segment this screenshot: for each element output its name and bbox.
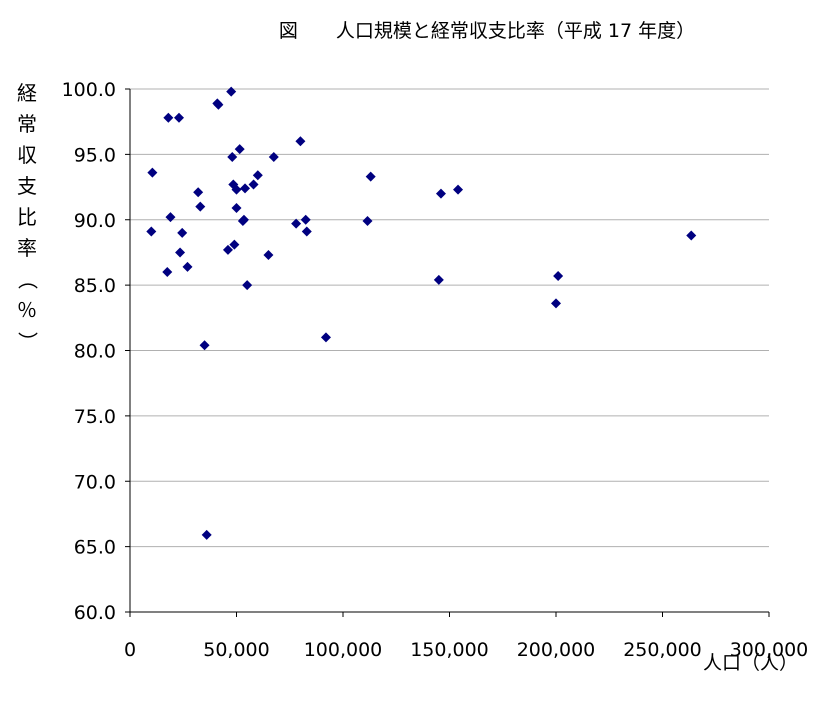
data-point [295,136,306,147]
data-point [182,261,193,272]
data-point [199,340,210,351]
data-point [362,216,373,227]
tick-labels: 60.0 65.0 70.0 75.0 80.0 85.0 90.0 95.0 100.0 0 50… [62,79,809,661]
y-axis-label-char: 常 [17,112,37,136]
data-point [165,212,176,223]
data-point [231,202,242,213]
x-tick-label: 200,000 [517,639,596,661]
data-point [147,167,158,178]
data-point [320,332,331,343]
x-tick-label: 0 [124,639,136,661]
data-point [248,179,259,190]
data-point [227,151,238,162]
y-tick-label: 90.0 [74,210,116,232]
y-axis-label-char: ％ [17,298,37,322]
y-tick-label: 100.0 [62,79,116,101]
axes [125,88,770,617]
data-point [263,250,274,261]
data-point [234,144,245,155]
y-tick-label: 60.0 [74,602,116,624]
data-point [201,529,212,540]
data-point [222,244,233,255]
y-axis-label-char: 支 [17,174,37,198]
data-point [195,201,206,212]
y-axis-label-char: 率 [17,236,37,260]
data-point [238,214,249,225]
data-points [146,86,697,540]
x-tick-label: 150,000 [410,639,489,661]
y-axis-label-char: 経 [17,81,37,105]
data-point [551,298,561,309]
data-point [175,247,186,258]
chart-title-text: 図 人口規模と経常収支比率（平成 17 年度） [278,20,696,42]
y-axis-label-char: （ [15,269,40,290]
data-point [162,267,173,278]
y-tick-label: 95.0 [74,144,116,166]
y-axis-label-char: 収 [17,143,37,167]
grid-lines [130,88,769,548]
data-point [177,227,188,238]
data-point [300,214,311,225]
data-point [240,183,251,194]
x-tick-label: 50,000 [203,639,269,661]
x-axis-label: 人口（人） [703,648,798,675]
y-axis-label: 経常収支比率 （ ％ ） [14,78,40,357]
y-axis-label-char: ） [15,331,40,352]
chart-title: 図 人口規模と経常収支比率（平成 17 年度） [0,16,814,43]
y-tick-label: 80.0 [74,341,116,363]
x-axis-label-text: 人口（人） [702,652,798,674]
y-tick-label: 65.0 [74,537,116,559]
x-tick-label: 250,000 [623,639,702,661]
data-point [242,280,253,291]
y-axis-label-char: 比 [17,205,37,229]
data-point [365,171,376,182]
data-point [213,99,224,110]
data-point [453,184,464,195]
data-point [252,170,263,181]
data-point [193,187,204,198]
data-point [553,270,564,281]
y-tick-label: 85.0 [74,275,116,297]
data-point [229,239,240,250]
x-tick-label: 300,000 [730,639,809,661]
data-point [163,112,174,123]
data-point [173,112,184,123]
data-point [433,274,444,285]
data-point [686,230,697,241]
data-point [291,218,302,229]
data-point [435,188,446,199]
data-point [301,226,312,237]
data-point [226,86,237,97]
data-point [146,226,157,237]
y-tick-label: 70.0 [74,471,116,493]
y-tick-label: 75.0 [74,406,116,428]
x-tick-label: 100,000 [304,639,383,661]
data-point [231,184,242,195]
data-point [268,151,279,162]
